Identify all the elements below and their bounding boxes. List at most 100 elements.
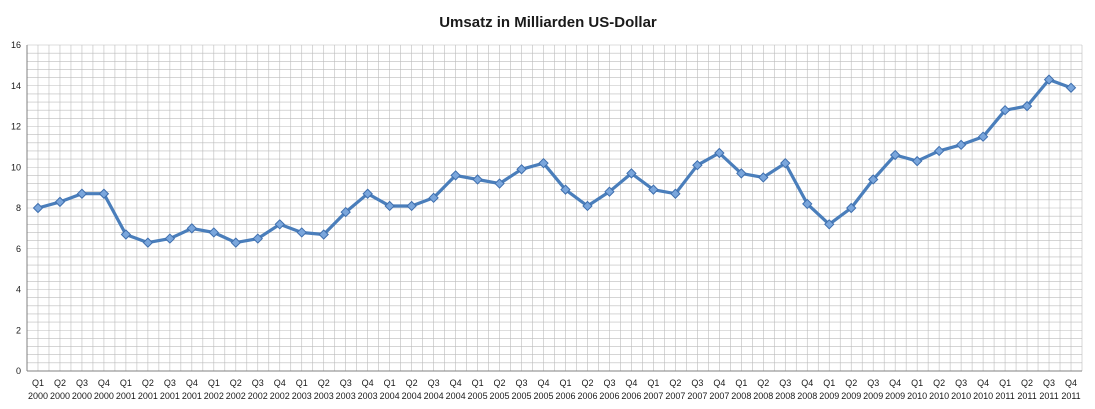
x-tick-quarter: Q4 xyxy=(1065,378,1077,388)
y-tick-label: 12 xyxy=(11,122,21,132)
x-tick-year: 2000 xyxy=(94,391,114,401)
data-point-marker xyxy=(604,186,615,197)
y-tick-label: 10 xyxy=(11,162,21,172)
x-tick-quarter: Q3 xyxy=(76,378,88,388)
data-point-marker xyxy=(824,219,835,230)
x-tick-year: 2005 xyxy=(468,391,488,401)
data-point-marker xyxy=(692,160,703,171)
x-tick-quarter: Q3 xyxy=(164,378,176,388)
x-tick-quarter: Q3 xyxy=(516,378,528,388)
x-tick-quarter: Q2 xyxy=(230,378,242,388)
data-point-marker xyxy=(1021,100,1033,112)
x-tick-quarter: Q1 xyxy=(999,378,1011,388)
data-point-marker xyxy=(846,202,857,214)
x-tick-year: 2007 xyxy=(643,391,663,401)
x-tick-year: 2010 xyxy=(951,391,971,401)
x-tick-year: 2005 xyxy=(512,391,532,401)
x-tick-year: 2003 xyxy=(336,391,356,401)
x-tick-quarter: Q3 xyxy=(779,378,791,388)
data-point-marker xyxy=(538,157,549,169)
x-tick-quarter: Q4 xyxy=(274,378,286,388)
x-tick-year: 2011 xyxy=(1017,391,1036,401)
data-point-marker xyxy=(516,164,527,175)
x-tick-year: 2011 xyxy=(995,391,1014,401)
x-tick-year: 2002 xyxy=(248,391,268,401)
x-tick-quarter: Q2 xyxy=(318,378,330,388)
x-tick-year: 2003 xyxy=(314,391,334,401)
x-tick-year: 2004 xyxy=(380,391,400,401)
x-tick-quarter: Q2 xyxy=(54,378,66,388)
data-point-marker xyxy=(76,188,88,199)
x-tick-quarter: Q2 xyxy=(669,378,681,388)
x-tick-quarter: Q2 xyxy=(406,378,418,388)
data-point-marker xyxy=(164,233,176,244)
data-point-marker xyxy=(648,184,659,195)
data-point-marker xyxy=(208,227,220,238)
x-tick-quarter: Q4 xyxy=(625,378,637,388)
x-tick-year: 2006 xyxy=(577,391,597,401)
x-tick-year: 2008 xyxy=(753,391,773,401)
x-tick-quarter: Q1 xyxy=(32,378,44,388)
data-point-marker xyxy=(120,229,132,240)
x-tick-year: 2002 xyxy=(226,391,246,401)
data-point-marker xyxy=(670,188,681,199)
x-tick-quarter: Q4 xyxy=(362,378,374,388)
x-tick-year: 2009 xyxy=(841,391,861,401)
x-tick-quarter: Q4 xyxy=(801,378,813,388)
x-tick-quarter: Q2 xyxy=(933,378,945,388)
x-tick-quarter: Q1 xyxy=(384,378,396,388)
x-tick-quarter: Q1 xyxy=(472,378,484,388)
x-tick-quarter: Q3 xyxy=(252,378,264,388)
x-tick-quarter: Q1 xyxy=(647,378,659,388)
x-tick-quarter: Q1 xyxy=(823,378,835,388)
data-point-marker xyxy=(98,188,110,199)
data-point-marker xyxy=(977,131,989,142)
x-tick-quarter: Q1 xyxy=(911,378,923,388)
x-tick-quarter: Q3 xyxy=(340,378,352,388)
data-point-marker xyxy=(1065,82,1077,93)
x-tick-quarter: Q4 xyxy=(713,378,725,388)
data-point-marker xyxy=(428,192,439,204)
x-tick-year: 2008 xyxy=(797,391,817,401)
x-tick-year: 2010 xyxy=(929,391,949,401)
x-tick-quarter: Q2 xyxy=(581,378,593,388)
chart-title: Umsatz in Milliarden US-Dollar xyxy=(439,14,657,31)
x-tick-quarter: Q3 xyxy=(955,378,967,388)
x-tick-year: 2004 xyxy=(446,391,466,401)
grid xyxy=(26,44,1083,372)
data-point-marker xyxy=(714,147,725,159)
data-point-marker xyxy=(186,223,198,234)
x-tick-quarter: Q1 xyxy=(120,378,132,388)
x-tick-year: 2006 xyxy=(621,391,641,401)
y-axis-ticks: 0 2 4 6 8 10 12 14 16 xyxy=(11,40,21,376)
x-tick-year: 2002 xyxy=(270,391,290,401)
x-tick-year: 2000 xyxy=(28,391,48,401)
x-tick-quarter: Q2 xyxy=(142,378,154,388)
x-tick-year: 2000 xyxy=(50,391,70,401)
x-tick-year: 2001 xyxy=(182,391,202,401)
data-point-marker xyxy=(472,174,483,185)
x-tick-year: 2006 xyxy=(599,391,619,401)
x-tick-year: 2004 xyxy=(424,391,444,401)
data-point-marker xyxy=(274,219,285,230)
x-tick-quarter: Q4 xyxy=(186,378,198,388)
x-tick-year: 2005 xyxy=(533,391,553,401)
y-tick-label: 4 xyxy=(16,285,21,295)
x-tick-year: 2001 xyxy=(160,391,180,401)
data-point-marker xyxy=(340,206,351,218)
x-axis-ticks: Q1 2000 Q2 2000 Q3 2000 Q4 2000 Q1 2001 Q2 2001 Q3 20… xyxy=(28,378,1081,401)
y-tick-label: 16 xyxy=(11,40,21,50)
x-tick-year: 2004 xyxy=(402,391,422,401)
x-tick-year: 2002 xyxy=(204,391,224,401)
x-tick-year: 2011 xyxy=(1039,391,1058,401)
data-point-marker xyxy=(252,233,263,244)
x-tick-year: 2007 xyxy=(687,391,707,401)
data-point-marker xyxy=(318,229,329,240)
data-point-marker xyxy=(362,188,373,199)
data-point-marker xyxy=(802,198,813,210)
x-tick-quarter: Q1 xyxy=(735,378,747,388)
y-tick-label: 14 xyxy=(11,81,21,91)
data-point-marker xyxy=(54,196,66,208)
